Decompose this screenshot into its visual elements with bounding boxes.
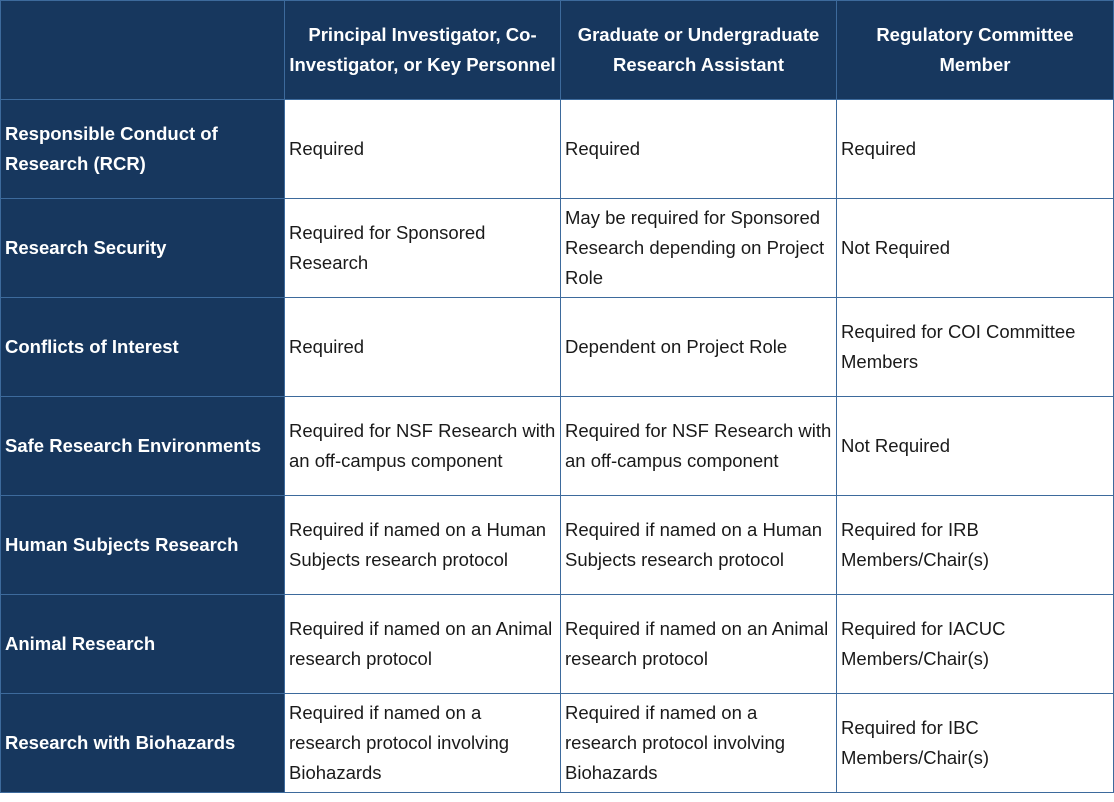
table-cell: Required for NSF Research with an off-ca…	[284, 396, 561, 496]
table-cell: Dependent on Project Role	[560, 297, 837, 397]
table-cell: Required for IACUC Members/Chair(s)	[836, 594, 1114, 694]
row-header: Conflicts of Interest	[0, 297, 285, 397]
table-cell: Not Required	[836, 396, 1114, 496]
row-header: Responsible Conduct of Research (RCR)	[0, 99, 285, 199]
table-cell: Required if named on an Animal research …	[560, 594, 837, 694]
table-cell: Required	[284, 297, 561, 397]
column-header: Graduate or Undergraduate Research Assis…	[560, 0, 837, 100]
table-row: Conflicts of Interest Required Dependent o…	[0, 297, 1114, 397]
row-header: Human Subjects Research	[0, 495, 285, 595]
table-cell: Required	[560, 99, 837, 199]
table-cell: Required if named on a Human Subjects re…	[284, 495, 561, 595]
table-cell: Required for COI Committee Members	[836, 297, 1114, 397]
table-cell: Required if named on a research protocol…	[560, 693, 837, 793]
row-header: Safe Research Environments	[0, 396, 285, 496]
table-row: Research Security Required for Sponsored …	[0, 198, 1114, 298]
table-cell: Required if named on a research protocol…	[284, 693, 561, 793]
table-cell: Required for NSF Research with an off-ca…	[560, 396, 837, 496]
table-row: Animal Research Required if named on an A…	[0, 594, 1114, 694]
table-cell: Required if named on an Animal research …	[284, 594, 561, 694]
table-cell: Required for IBC Members/Chair(s)	[836, 693, 1114, 793]
row-header: Research Security	[0, 198, 285, 298]
table-cell: Required	[284, 99, 561, 199]
table-row: Human Subjects Research Required if named…	[0, 495, 1114, 595]
column-header: Regulatory Committee Member	[836, 0, 1114, 100]
table-cell: Required	[836, 99, 1114, 199]
table-row: Research with Biohazards Required if name…	[0, 693, 1114, 793]
row-header: Research with Biohazards	[0, 693, 285, 793]
table-cell: Required for Sponsored Research	[284, 198, 561, 298]
corner-cell	[0, 0, 285, 100]
row-header: Animal Research	[0, 594, 285, 694]
table-row: Responsible Conduct of Research (RCR) Req…	[0, 99, 1114, 199]
table-cell: Not Required	[836, 198, 1114, 298]
table-cell: Required for IRB Members/Chair(s)	[836, 495, 1114, 595]
header-row: Principal Investigator, Co-Investigator,…	[0, 0, 1114, 100]
table-cell: May be required for Sponsored Research d…	[560, 198, 837, 298]
column-header: Principal Investigator, Co-Investigator,…	[284, 0, 561, 100]
table-row: Safe Research Environments Required for N…	[0, 396, 1114, 496]
table-cell: Required if named on a Human Subjects re…	[560, 495, 837, 595]
